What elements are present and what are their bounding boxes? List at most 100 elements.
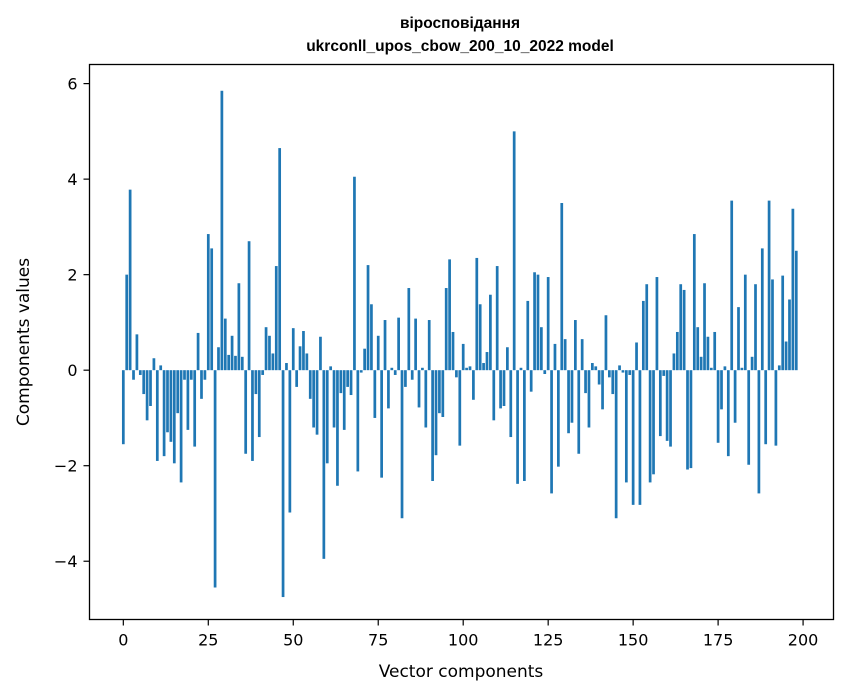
bar — [322, 370, 326, 559]
bar — [506, 347, 509, 371]
bar — [590, 363, 594, 371]
y-tick-label: −2 — [54, 457, 78, 476]
bar — [570, 370, 574, 423]
bar — [516, 370, 519, 484]
bar — [764, 370, 768, 445]
y-tick-label: 4 — [67, 170, 77, 189]
x-tick-label: 0 — [118, 631, 128, 650]
bar — [696, 327, 700, 371]
bar — [427, 320, 431, 371]
bar — [370, 304, 373, 371]
bar — [553, 343, 557, 371]
chart-title-line2: ukrconll_upos_cbow_200_10_2022 model — [306, 38, 614, 55]
bar — [332, 370, 336, 428]
bar — [376, 335, 380, 371]
bar — [730, 200, 734, 371]
bar — [128, 189, 132, 371]
bar — [492, 370, 496, 421]
bar — [523, 370, 526, 481]
x-tick-label: 100 — [448, 631, 479, 650]
bar — [509, 370, 513, 438]
bar — [621, 370, 625, 373]
bar — [308, 370, 312, 399]
bar — [788, 299, 791, 371]
bar — [132, 370, 135, 380]
x-tick-label: 200 — [788, 631, 819, 650]
y-axis: −4 −2 0 2 4 6 — [54, 75, 90, 571]
bar — [679, 284, 683, 371]
bar — [247, 241, 251, 371]
bar-series — [121, 90, 798, 598]
bar — [540, 327, 543, 371]
bar — [179, 370, 183, 483]
bar — [482, 363, 485, 371]
bar — [383, 320, 387, 371]
bar — [526, 300, 530, 371]
bar — [652, 370, 655, 475]
bar — [455, 370, 458, 378]
x-axis: 0 25 50 75 100 125 150 175 200 — [118, 619, 819, 650]
bar — [356, 370, 360, 472]
bar — [315, 370, 319, 435]
bar — [618, 365, 621, 371]
bar — [767, 200, 771, 371]
bar — [536, 274, 540, 371]
bar — [305, 353, 309, 371]
bar — [237, 283, 241, 371]
bar — [159, 365, 163, 371]
bar — [404, 370, 407, 387]
bar — [172, 370, 176, 464]
bar — [302, 331, 305, 371]
bar — [298, 346, 302, 371]
bar — [519, 367, 523, 371]
bar — [155, 370, 159, 461]
bar — [441, 370, 445, 417]
bar — [743, 274, 747, 371]
bar — [529, 370, 533, 392]
bar — [557, 370, 560, 467]
bar — [475, 257, 479, 371]
bar — [461, 343, 465, 371]
bar — [624, 370, 628, 483]
bar — [635, 342, 638, 371]
bar — [648, 370, 652, 483]
bar — [533, 272, 536, 371]
bar — [502, 370, 506, 406]
bar — [196, 332, 200, 371]
bar — [400, 370, 404, 519]
bar — [665, 370, 669, 441]
bar — [458, 370, 462, 446]
bar — [587, 370, 591, 428]
x-axis-label: Vector components — [379, 662, 544, 682]
bar — [631, 370, 635, 505]
bar — [655, 277, 659, 371]
y-axis-label: Components values — [14, 258, 34, 426]
bar — [597, 370, 601, 385]
bar — [604, 315, 608, 371]
bar — [468, 366, 472, 371]
bar — [189, 370, 193, 380]
bar — [740, 367, 744, 371]
bar — [135, 334, 139, 371]
bar — [720, 370, 723, 410]
bar — [166, 370, 169, 433]
bar — [251, 370, 254, 461]
bar — [791, 208, 795, 371]
y-tick-label: 0 — [67, 361, 77, 380]
bar — [614, 370, 618, 519]
bar — [240, 356, 244, 371]
bar — [213, 370, 217, 588]
bar — [424, 370, 428, 428]
x-tick-label: 150 — [618, 631, 649, 650]
bar — [285, 363, 288, 371]
bar — [200, 370, 203, 399]
bar — [138, 370, 142, 375]
bar — [757, 370, 761, 494]
bar — [264, 327, 268, 371]
bar — [499, 370, 502, 409]
bar — [716, 370, 720, 443]
bar — [359, 370, 363, 373]
bar — [686, 370, 689, 470]
bar — [465, 367, 468, 371]
bar — [431, 370, 434, 481]
